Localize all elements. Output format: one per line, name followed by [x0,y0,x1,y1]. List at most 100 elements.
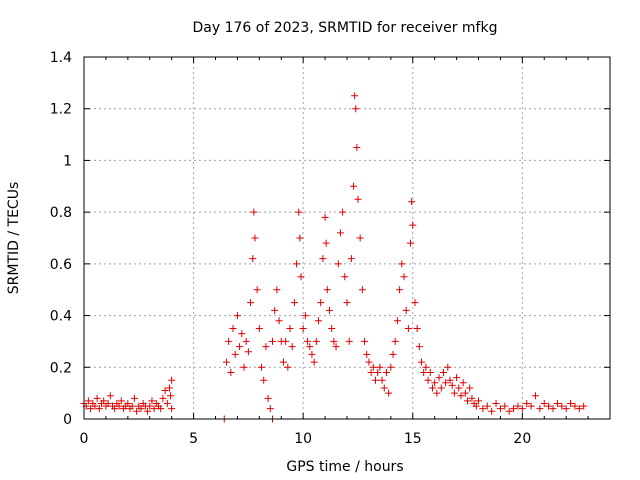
data-point [418,358,426,366]
data-point [240,363,248,371]
data-point [408,198,416,206]
axes [83,56,611,420]
data-point [492,399,500,407]
data-point [459,379,467,387]
data-point [282,337,290,345]
data-point [163,399,171,407]
data-point [575,405,583,413]
data-point [266,405,274,413]
data-point [396,286,404,294]
x-tick-label: 0 [80,431,89,447]
data-point [553,399,561,407]
data-point [461,389,469,397]
data-point [571,402,579,410]
data-point [236,343,244,351]
data-point [150,405,158,413]
data-point [117,397,125,405]
data-point [365,358,373,366]
data-point [404,325,412,332]
data-point [288,343,296,351]
data-point [540,399,548,407]
data-point [387,363,395,371]
y-axis-label: SRMTID / TECUs [6,182,22,295]
data-point [549,405,557,413]
data-point [580,402,588,410]
data-point [468,394,476,402]
data-point [393,317,401,325]
data-point [161,387,169,395]
data-point [168,405,176,413]
data-point [168,376,176,384]
data-point [510,405,518,413]
data-point [330,337,338,345]
data-point [242,337,250,345]
data-point [133,407,141,415]
data-point [505,407,513,415]
data-point [222,358,230,366]
data-point [249,255,257,263]
y-tick-label: 0.4 [50,309,72,325]
data-point [332,343,340,351]
data-point [244,348,252,356]
data-point [567,399,575,407]
data-point [472,402,480,410]
data-point [409,221,417,229]
data-point [321,213,329,221]
data-point [444,363,452,371]
data-point [420,368,428,376]
data-point [233,312,241,320]
data-point [358,286,366,294]
data-point [328,325,336,332]
data-point [319,255,327,263]
data-point [363,350,371,358]
data-point [422,363,430,371]
data-point [431,379,439,387]
x-tick-label: 10 [294,431,312,447]
data-point [496,405,504,413]
data-point [250,208,258,216]
data-point [306,343,314,351]
data-point [345,337,353,345]
data-point [297,273,305,281]
data-points [80,92,588,423]
data-point [453,374,461,382]
data-point [258,363,266,371]
data-point [433,389,441,397]
data-point [165,384,173,392]
data-point [455,384,463,392]
y-tick-label: 0.6 [50,257,72,273]
data-point [95,405,103,413]
data-point [334,260,342,268]
data-point [382,368,390,376]
x-tick-label: 5 [189,431,198,447]
data-point [229,325,237,332]
data-point [315,317,323,325]
data-point [413,325,421,332]
data-point [264,394,272,402]
data-point [284,363,292,371]
data-point [91,402,99,410]
data-point [146,402,154,410]
data-point [295,208,303,216]
data-point [488,407,496,415]
y-tick-label: 1 [63,153,72,169]
data-point [251,234,259,242]
data-point [402,306,410,314]
data-point [380,384,388,392]
data-point [369,363,377,371]
data-point [428,384,436,392]
data-point [356,234,364,242]
data-point [106,392,114,400]
data-point [238,330,246,338]
data-point [124,399,132,407]
data-point [279,358,287,366]
data-point [352,105,360,113]
data-point [347,255,355,263]
data-point [415,343,423,351]
data-point [93,394,101,402]
data-point [371,376,379,384]
data-point [144,407,152,415]
data-point [271,306,279,314]
data-point [361,337,369,345]
